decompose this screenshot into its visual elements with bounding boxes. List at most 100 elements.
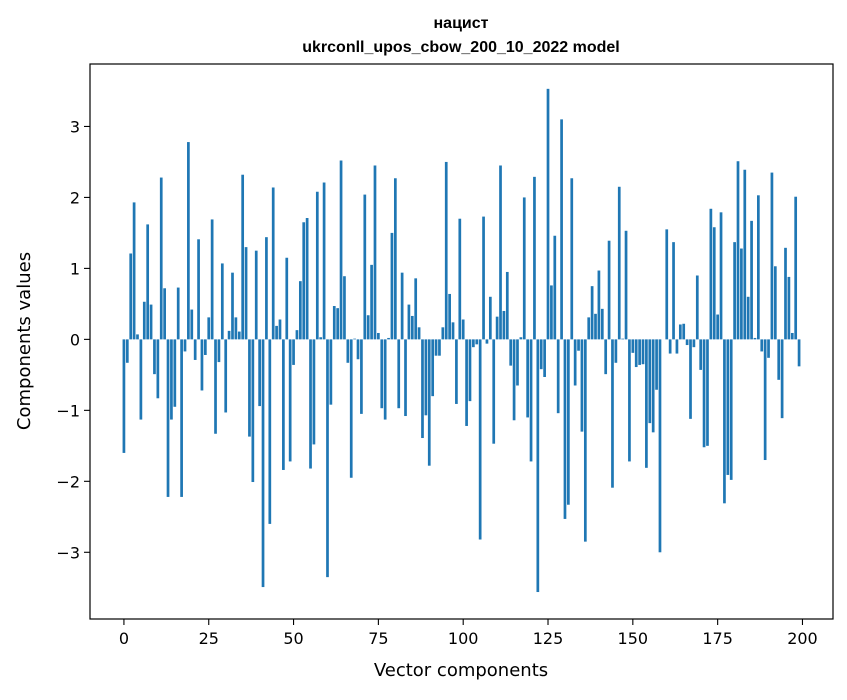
bar — [357, 339, 360, 359]
bar — [160, 178, 163, 340]
bar — [540, 339, 543, 369]
bar — [716, 315, 719, 340]
bar — [628, 339, 631, 461]
y-tick-label: 3 — [70, 117, 80, 136]
x-tick-label: 25 — [199, 629, 219, 648]
bar — [248, 339, 251, 436]
bar — [798, 339, 801, 366]
bar — [370, 265, 373, 340]
bar — [682, 324, 685, 340]
bar — [411, 316, 414, 339]
bar — [190, 310, 193, 340]
x-tick-label: 175 — [702, 629, 733, 648]
bar — [730, 339, 733, 480]
bar — [214, 339, 217, 433]
bar — [448, 294, 451, 339]
y-tick-label: −2 — [56, 472, 80, 491]
bar — [306, 218, 309, 339]
bar — [384, 339, 387, 419]
bar — [292, 339, 295, 365]
bar — [265, 237, 268, 339]
bar — [696, 276, 699, 340]
bar — [536, 339, 539, 592]
bar — [458, 219, 461, 340]
bar — [581, 339, 584, 431]
bar — [553, 236, 556, 340]
bar — [760, 339, 763, 351]
bar — [587, 317, 590, 339]
bar — [523, 197, 526, 339]
bar — [285, 258, 288, 340]
bar — [452, 322, 455, 339]
y-tick-label: −1 — [56, 401, 80, 420]
bar — [173, 339, 176, 406]
bar — [584, 339, 587, 541]
bar — [123, 339, 126, 453]
bar — [608, 241, 611, 340]
bar — [394, 178, 397, 339]
x-tick-label: 125 — [533, 629, 564, 648]
bar — [750, 221, 753, 340]
y-tick-label: 0 — [70, 330, 80, 349]
bar — [360, 339, 363, 414]
bar — [140, 339, 143, 419]
bar — [289, 339, 292, 461]
bar — [513, 339, 516, 420]
bar — [794, 197, 797, 340]
bar — [136, 334, 139, 339]
bar — [346, 339, 349, 362]
bar — [635, 339, 638, 367]
bar — [245, 247, 248, 339]
bar — [333, 306, 336, 339]
bar — [353, 339, 356, 340]
bar — [330, 339, 333, 404]
bar — [686, 339, 689, 345]
bar — [397, 339, 400, 408]
bar — [380, 339, 383, 408]
bar — [764, 339, 767, 460]
bar — [431, 339, 434, 396]
bar — [577, 339, 580, 350]
bar — [710, 209, 713, 340]
bar — [526, 339, 529, 417]
bar — [645, 339, 648, 467]
bar — [194, 339, 197, 360]
x-tick-label: 150 — [618, 629, 649, 648]
bar — [604, 339, 607, 374]
bar — [733, 242, 736, 339]
bar — [367, 315, 370, 339]
bar — [211, 219, 214, 339]
bar — [218, 339, 221, 362]
x-tick-label: 50 — [283, 629, 303, 648]
bar — [255, 251, 258, 340]
bar — [509, 339, 512, 365]
bar — [740, 249, 743, 340]
bar — [455, 339, 458, 404]
bar — [726, 339, 729, 475]
bar — [706, 339, 709, 445]
bar — [757, 195, 760, 339]
bar — [781, 339, 784, 418]
bar — [492, 339, 495, 443]
bar — [567, 339, 570, 504]
bar — [323, 183, 326, 340]
bar — [557, 339, 560, 413]
bar — [506, 272, 509, 339]
bar — [224, 339, 227, 412]
bar — [235, 317, 238, 339]
bar — [258, 339, 261, 406]
bar — [201, 339, 204, 390]
bar — [387, 338, 390, 339]
bar — [642, 339, 645, 364]
bar — [503, 311, 506, 339]
bar — [594, 314, 597, 340]
bar — [570, 178, 573, 339]
bar — [279, 320, 282, 340]
bar — [167, 339, 170, 497]
bar — [150, 305, 153, 340]
bar — [754, 338, 757, 339]
bar — [791, 333, 794, 339]
bar — [180, 339, 183, 497]
